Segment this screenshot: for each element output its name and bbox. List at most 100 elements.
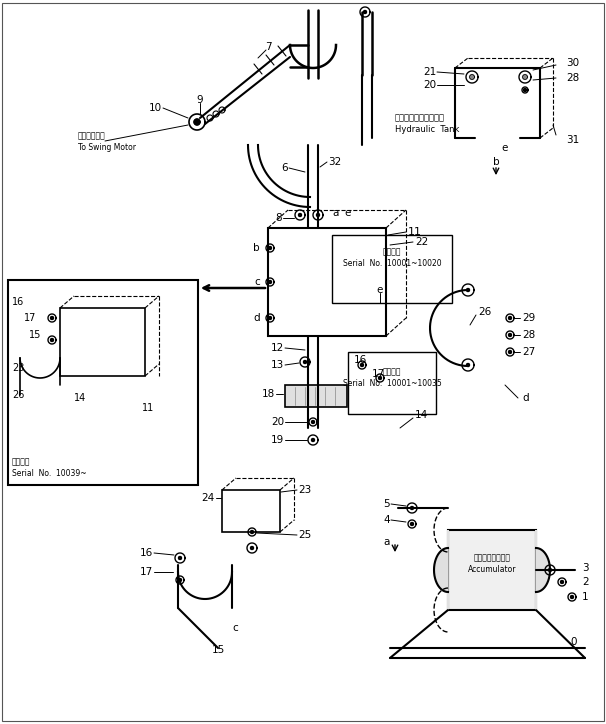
Text: 26: 26: [12, 390, 24, 400]
Text: 28: 28: [566, 73, 579, 83]
Polygon shape: [179, 557, 182, 560]
Text: d: d: [253, 313, 260, 323]
Text: e: e: [377, 285, 383, 295]
Polygon shape: [570, 596, 573, 599]
Bar: [60, 308, 145, 376]
Text: 31: 31: [566, 135, 579, 145]
Bar: [268, 228, 386, 336]
Text: 28: 28: [522, 330, 535, 340]
Text: 16: 16: [12, 297, 24, 307]
Text: 29: 29: [522, 313, 535, 323]
Bar: [222, 490, 280, 532]
Text: 20: 20: [271, 417, 284, 427]
Text: Hydraulic  Tank: Hydraulic Tank: [395, 125, 459, 135]
Polygon shape: [361, 363, 364, 366]
Polygon shape: [470, 75, 474, 80]
Polygon shape: [561, 581, 564, 584]
Polygon shape: [268, 246, 271, 250]
Polygon shape: [524, 88, 527, 91]
Text: 15: 15: [211, 645, 225, 655]
Text: 30: 30: [566, 58, 579, 68]
Polygon shape: [311, 421, 315, 424]
Text: アキュームレータ: アキュームレータ: [473, 554, 510, 563]
Text: 16: 16: [353, 355, 367, 365]
Text: a: a: [384, 537, 390, 547]
Polygon shape: [194, 119, 200, 125]
Polygon shape: [311, 439, 315, 442]
Text: d: d: [522, 393, 528, 403]
Text: 適用番号: 適用番号: [12, 458, 30, 466]
Polygon shape: [536, 530, 550, 610]
Text: 3: 3: [582, 563, 588, 573]
Polygon shape: [467, 288, 470, 292]
Text: 5: 5: [384, 499, 390, 509]
Polygon shape: [410, 507, 413, 510]
Polygon shape: [50, 339, 53, 342]
Polygon shape: [508, 316, 511, 319]
Polygon shape: [268, 280, 271, 284]
Polygon shape: [522, 75, 527, 80]
Polygon shape: [250, 547, 253, 550]
Text: 適用番号: 適用番号: [383, 248, 401, 256]
Polygon shape: [467, 363, 470, 366]
Text: 24: 24: [202, 493, 215, 503]
Text: 14: 14: [415, 410, 428, 420]
Text: 0: 0: [570, 637, 576, 647]
Polygon shape: [299, 214, 302, 216]
Text: Serial  No.  10001~10020: Serial No. 10001~10020: [342, 259, 441, 269]
Text: 26: 26: [478, 307, 491, 317]
Text: c: c: [232, 623, 238, 633]
Text: 18: 18: [262, 389, 275, 399]
Text: 11: 11: [408, 227, 422, 237]
Text: 32: 32: [328, 157, 341, 167]
Text: 14: 14: [74, 393, 86, 403]
Text: Serial  No.  10001~10035: Serial No. 10001~10035: [342, 379, 441, 387]
Text: Accumulator: Accumulator: [468, 565, 516, 575]
Text: b: b: [493, 157, 499, 167]
Bar: [285, 385, 347, 407]
Text: 17: 17: [140, 567, 153, 577]
Text: 16: 16: [140, 548, 153, 558]
Bar: [448, 530, 536, 610]
Text: b: b: [253, 243, 260, 253]
Text: 15: 15: [29, 330, 41, 340]
Text: 1: 1: [582, 592, 588, 602]
Text: 9: 9: [197, 95, 203, 105]
Text: 2: 2: [582, 577, 588, 587]
Text: 4: 4: [384, 515, 390, 525]
Text: 21: 21: [423, 67, 436, 77]
Text: 25: 25: [298, 530, 311, 540]
Text: 17: 17: [24, 313, 36, 323]
Text: 22: 22: [415, 237, 428, 247]
Text: e: e: [344, 208, 350, 218]
Text: 旋回モータへ: 旋回モータへ: [78, 132, 106, 140]
Text: 27: 27: [522, 347, 535, 357]
Bar: [348, 352, 436, 414]
Polygon shape: [364, 11, 367, 14]
Text: 23: 23: [298, 485, 311, 495]
Text: To Swing Motor: To Swing Motor: [78, 143, 136, 151]
Polygon shape: [316, 214, 319, 216]
Polygon shape: [434, 530, 448, 610]
Text: a: a: [332, 208, 338, 218]
Polygon shape: [50, 316, 53, 319]
Polygon shape: [179, 578, 182, 581]
Text: 13: 13: [271, 360, 284, 370]
Text: 12: 12: [271, 343, 284, 353]
Text: 7: 7: [265, 42, 271, 52]
Text: 11: 11: [142, 403, 154, 413]
Polygon shape: [304, 361, 307, 363]
Text: 6: 6: [281, 163, 288, 173]
Text: 適用番号: 適用番号: [383, 368, 401, 376]
Polygon shape: [508, 334, 511, 337]
Bar: [8, 280, 198, 485]
Text: 19: 19: [271, 435, 284, 445]
Polygon shape: [268, 316, 271, 319]
Text: 17: 17: [371, 369, 385, 379]
Text: 20: 20: [423, 80, 436, 90]
Text: 10: 10: [149, 103, 162, 113]
Text: e: e: [502, 143, 508, 153]
Text: 23: 23: [12, 363, 24, 373]
Polygon shape: [548, 568, 551, 571]
Text: c: c: [255, 277, 260, 287]
